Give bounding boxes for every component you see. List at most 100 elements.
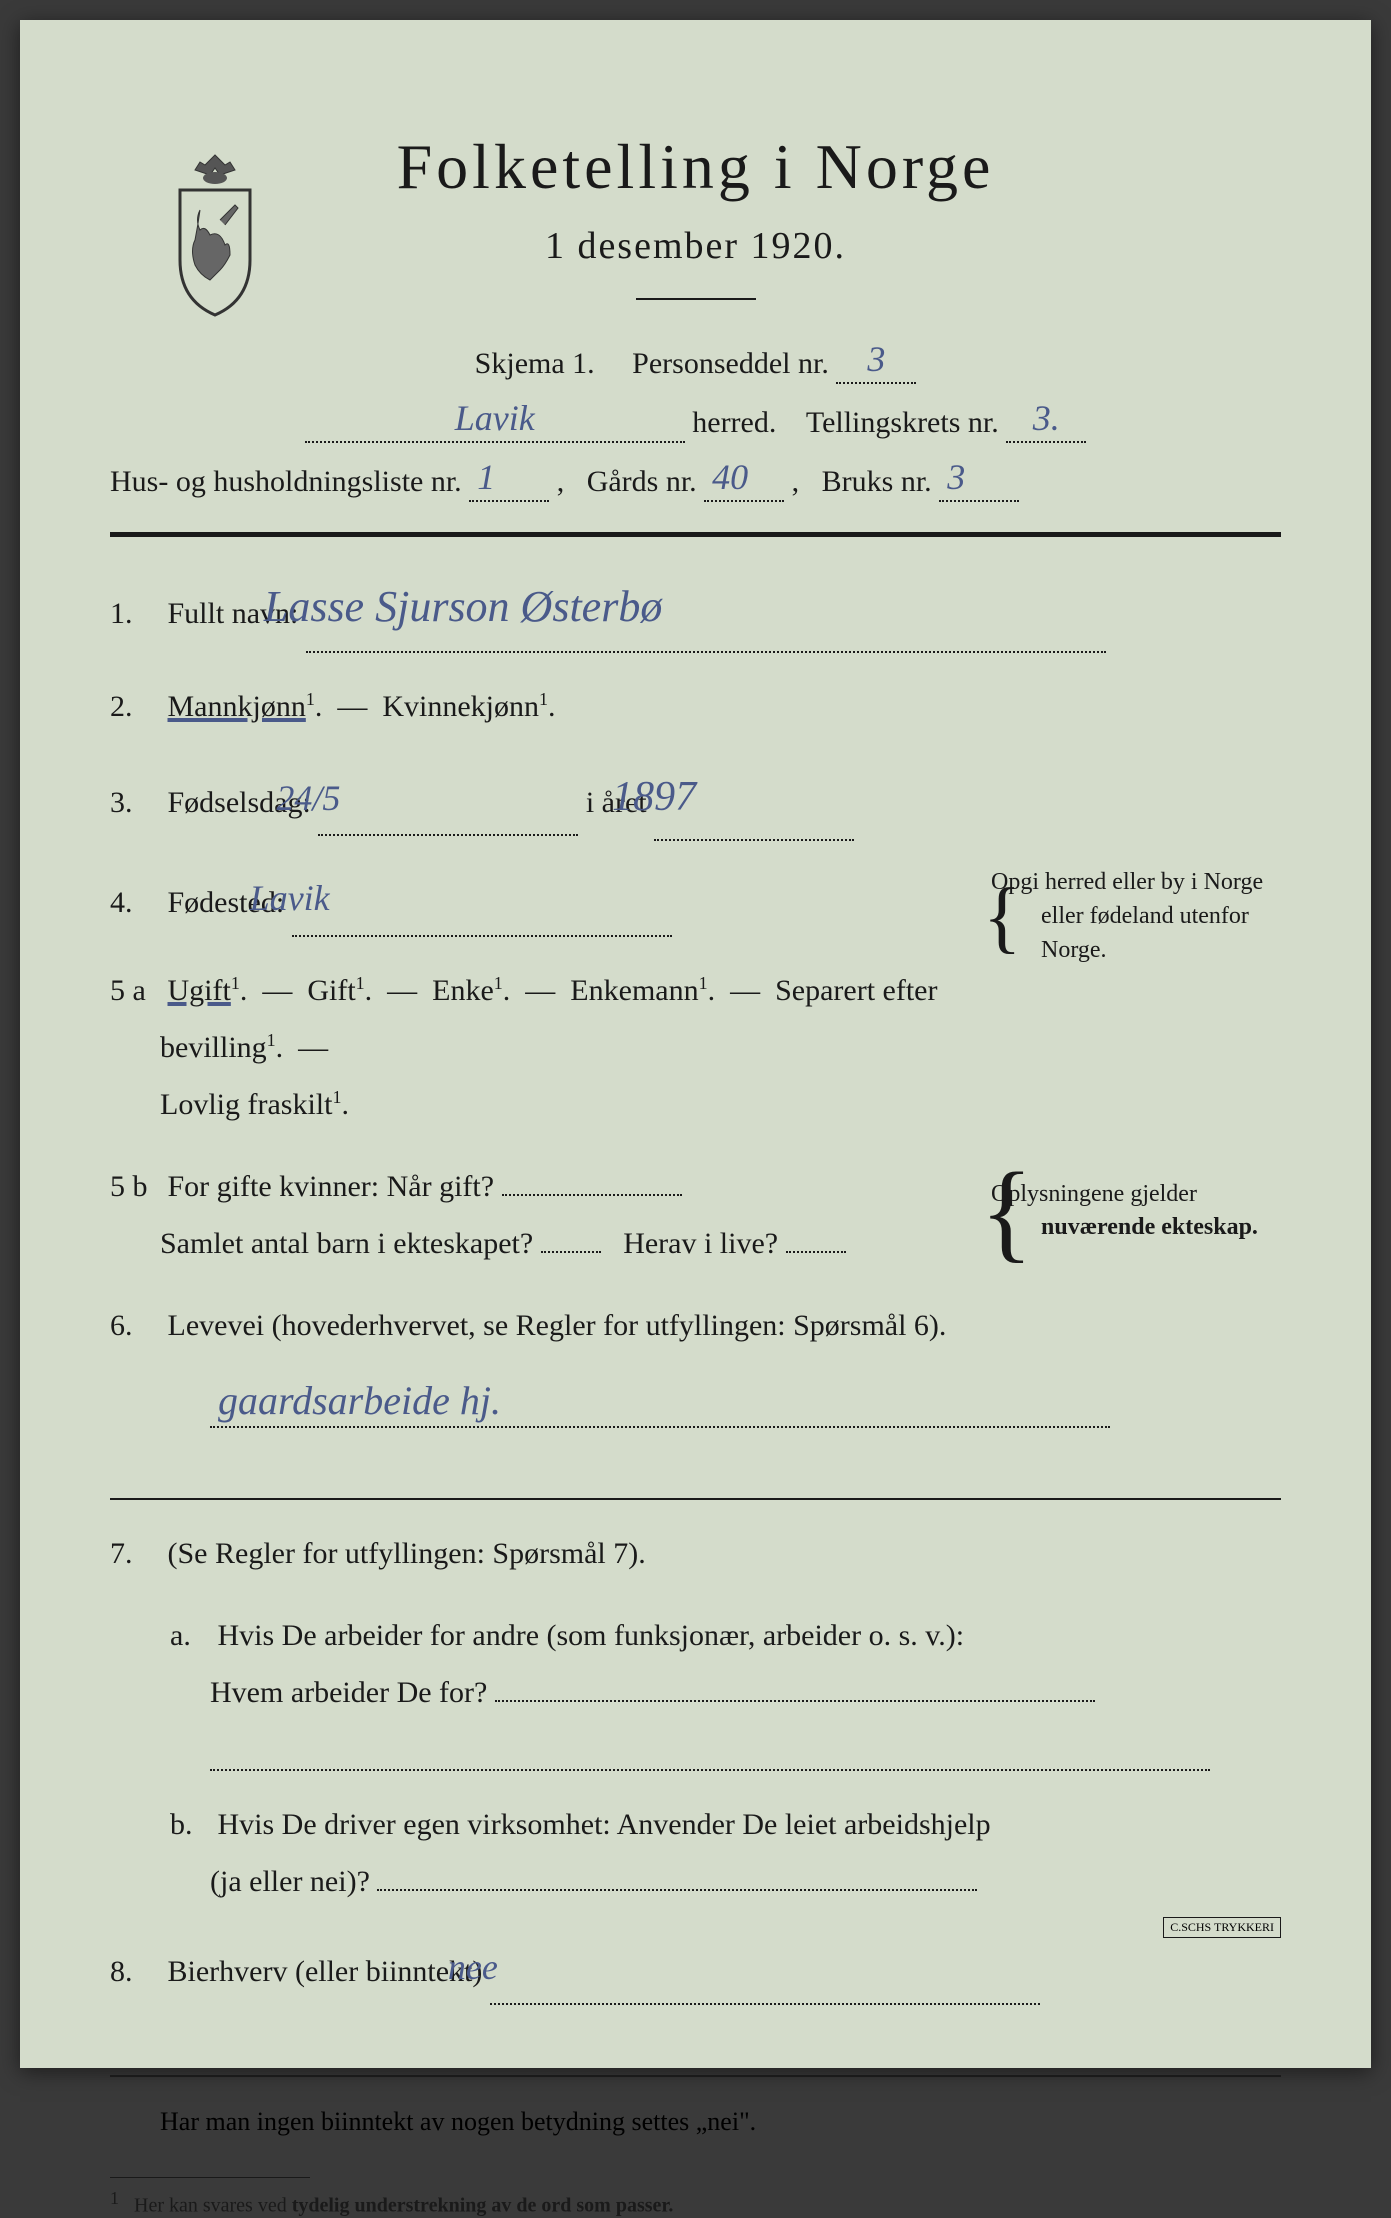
q8-label: Bierhverv (eller biinntekt) — [168, 1955, 483, 1988]
q5b-num: 5 b — [110, 1158, 160, 1215]
herred-label: herred. — [692, 406, 776, 439]
tellingskrets-field[interactable]: 3. — [1006, 399, 1086, 443]
q7b-field[interactable] — [377, 1889, 977, 1891]
q3-day-value: 24/5 — [276, 778, 340, 818]
q5b-field1[interactable] — [502, 1194, 682, 1196]
bruks-label: Bruks nr. — [822, 465, 932, 498]
question-2: 2. Mannkjønn1. — Kvinnekjønn1. — [110, 678, 1281, 735]
q2-dash1: — — [337, 690, 367, 723]
q3-num: 3. — [110, 774, 160, 831]
q5a-ugift[interactable]: Ugift — [168, 974, 231, 1007]
question-3: 3. Fødselsdag: 24/5 i året 1897 — [110, 760, 1281, 842]
q6-value: gaardsarbeide hj. — [218, 1378, 501, 1423]
gards-value: 40 — [712, 457, 748, 497]
thin-divider-1 — [110, 1498, 1281, 1500]
footnote-text: Her kan svares ved — [134, 2195, 287, 2217]
tellingskrets-label: Tellingskrets nr. — [806, 406, 999, 439]
q2-mann[interactable]: Mannkjønn — [168, 690, 306, 723]
q5b-label3: Herav i live? — [623, 1227, 778, 1260]
gards-field[interactable]: 40 — [704, 458, 784, 502]
q7b-text1: Hvis De driver egen virksomhet: Anvender… — [218, 1808, 991, 1841]
bruks-field[interactable]: 3 — [939, 458, 1019, 502]
question-5b: 5 b For gifte kvinner: Når gift? { Oplys… — [110, 1158, 1281, 1272]
q4-note-group: { Opgi herred eller by i Norge eller fød… — [1025, 866, 1281, 967]
footnote-rule — [110, 2177, 310, 2178]
hus-value: 1 — [477, 457, 495, 497]
question-5a: 5 a Ugift1. — Gift1. — Enke1. — Enkemann… — [110, 962, 1281, 1133]
q5b-label1: For gifte kvinner: Når gift? — [168, 1170, 495, 1203]
q6-num: 6. — [110, 1297, 160, 1354]
q2-kvinne[interactable]: Kvinnekjønn — [382, 690, 539, 723]
q8-field[interactable]: nee — [490, 1935, 1040, 2005]
q4-num: 4. — [110, 874, 160, 931]
q2-sup2: 1 — [539, 689, 548, 709]
personseddel-nr-value: 3 — [867, 339, 885, 379]
q4-field[interactable]: Lavik — [292, 866, 672, 936]
q7a-field[interactable] — [495, 1700, 1095, 1702]
q7b-letter: b. — [170, 1796, 210, 1853]
q5a-num: 5 a — [110, 962, 160, 1019]
bruks-value: 3 — [947, 457, 965, 497]
form-intro-line2: Lavik herred. Tellingskrets nr. 3. — [110, 399, 1281, 443]
question-4: 4. Fødested: Lavik { Opgi herred eller b… — [110, 866, 1281, 936]
q4-note: Opgi herred eller by i Norge eller fødel… — [1041, 866, 1281, 967]
printer-mark: C.SCHS TRYKKERI — [1163, 1917, 1281, 1938]
census-form-page: Folketelling i Norge 1 desember 1920. Sk… — [20, 20, 1371, 2068]
herred-value: Lavik — [455, 398, 535, 438]
q5a-gift[interactable]: Gift — [307, 974, 355, 1007]
q8-note: Har man ingen biinntekt av nogen betydni… — [110, 2107, 1281, 2137]
q1-field[interactable]: Lasse Sjurson Østerbø — [306, 567, 1106, 653]
q1-num: 1. — [110, 585, 160, 642]
q5b-note-group: { Oplysningene gjelder nuværende ekteska… — [1022, 1178, 1281, 1245]
q5a-enkemann[interactable]: Enkemann — [570, 974, 698, 1007]
footnote-bold: tydelig understrekning av de ord som pas… — [292, 2195, 674, 2217]
skjema-label: Skjema 1. — [475, 347, 595, 380]
thin-divider-2 — [110, 2075, 1281, 2077]
q7a-text2: Hvem arbeider De for? — [210, 1676, 487, 1709]
q5b-note: Oplysningene gjelder nuværende ekteskap. — [1041, 1178, 1281, 1245]
hus-label: Hus- og husholdningsliste nr. — [110, 465, 462, 498]
q5b-field2[interactable] — [541, 1251, 601, 1253]
question-1: 1. Fullt navn: Lasse Sjurson Østerbø — [110, 567, 1281, 653]
personseddel-label: Personseddel nr. — [632, 347, 829, 380]
q7b-text2: (ja eller nei)? — [210, 1865, 370, 1898]
q1-value: Lasse Sjurson Østerbø — [264, 582, 663, 631]
q6-field[interactable]: gaardsarbeide hj. — [210, 1379, 1110, 1428]
q7a-letter: a. — [170, 1607, 210, 1664]
q5b-label2: Samlet antal barn i ekteskapet? — [160, 1227, 533, 1260]
q7a-text1: Hvis De arbeider for andre (som funksjon… — [218, 1619, 965, 1652]
q3-year-field[interactable]: 1897 — [654, 760, 854, 842]
question-6: 6. Levevei (hovederhvervet, se Regler fo… — [110, 1297, 1281, 1354]
question-7b: b. Hvis De driver egen virksomhet: Anven… — [110, 1796, 1281, 1910]
hus-field[interactable]: 1 — [469, 458, 549, 502]
personseddel-nr-field[interactable]: 3 — [836, 340, 916, 384]
q5a-fraskilt[interactable]: Lovlig fraskilt — [160, 1088, 332, 1121]
form-intro-line3: Hus- og husholdningsliste nr. 1 , Gårds … — [110, 458, 1281, 502]
q2-num: 2. — [110, 678, 160, 735]
q3-day-field[interactable]: 24/5 — [318, 766, 578, 836]
q6-answer-line: gaardsarbeide hj. — [110, 1379, 1281, 1428]
q5b-field3[interactable] — [786, 1251, 846, 1253]
header-divider — [636, 298, 756, 300]
form-header: Folketelling i Norge 1 desember 1920. — [110, 130, 1281, 300]
q7a-extra-line — [110, 1741, 1281, 1776]
q2-sup1: 1 — [306, 689, 315, 709]
footnote: 1 Her kan svares ved tydelig understrekn… — [110, 2177, 1281, 2218]
question-7: 7. (Se Regler for utfyllingen: Spørsmål … — [110, 1525, 1281, 1582]
q5a-enke[interactable]: Enke — [432, 974, 494, 1007]
thick-divider-1 — [110, 532, 1281, 537]
q8-value: nee — [448, 1947, 498, 1987]
q4-value: Lavik — [250, 878, 330, 918]
subtitle: 1 desember 1920. — [110, 224, 1281, 268]
question-8: 8. Bierhverv (eller biinntekt) nee — [110, 1935, 1281, 2005]
gards-label: Gårds nr. — [587, 465, 697, 498]
question-7a: a. Hvis De arbeider for andre (som funks… — [110, 1607, 1281, 1721]
q6-label: Levevei (hovederhvervet, se Regler for u… — [168, 1309, 947, 1342]
tellingskrets-value: 3. — [1033, 398, 1060, 438]
form-intro-line1: Skjema 1. Personseddel nr. 3 — [110, 340, 1281, 384]
norway-crest-icon — [150, 150, 280, 325]
herred-field[interactable]: Lavik — [305, 399, 685, 443]
q7-label: (Se Regler for utfyllingen: Spørsmål 7). — [168, 1537, 646, 1570]
q7a-field2[interactable] — [210, 1741, 1210, 1771]
footnote-marker: 1 — [110, 2188, 119, 2208]
